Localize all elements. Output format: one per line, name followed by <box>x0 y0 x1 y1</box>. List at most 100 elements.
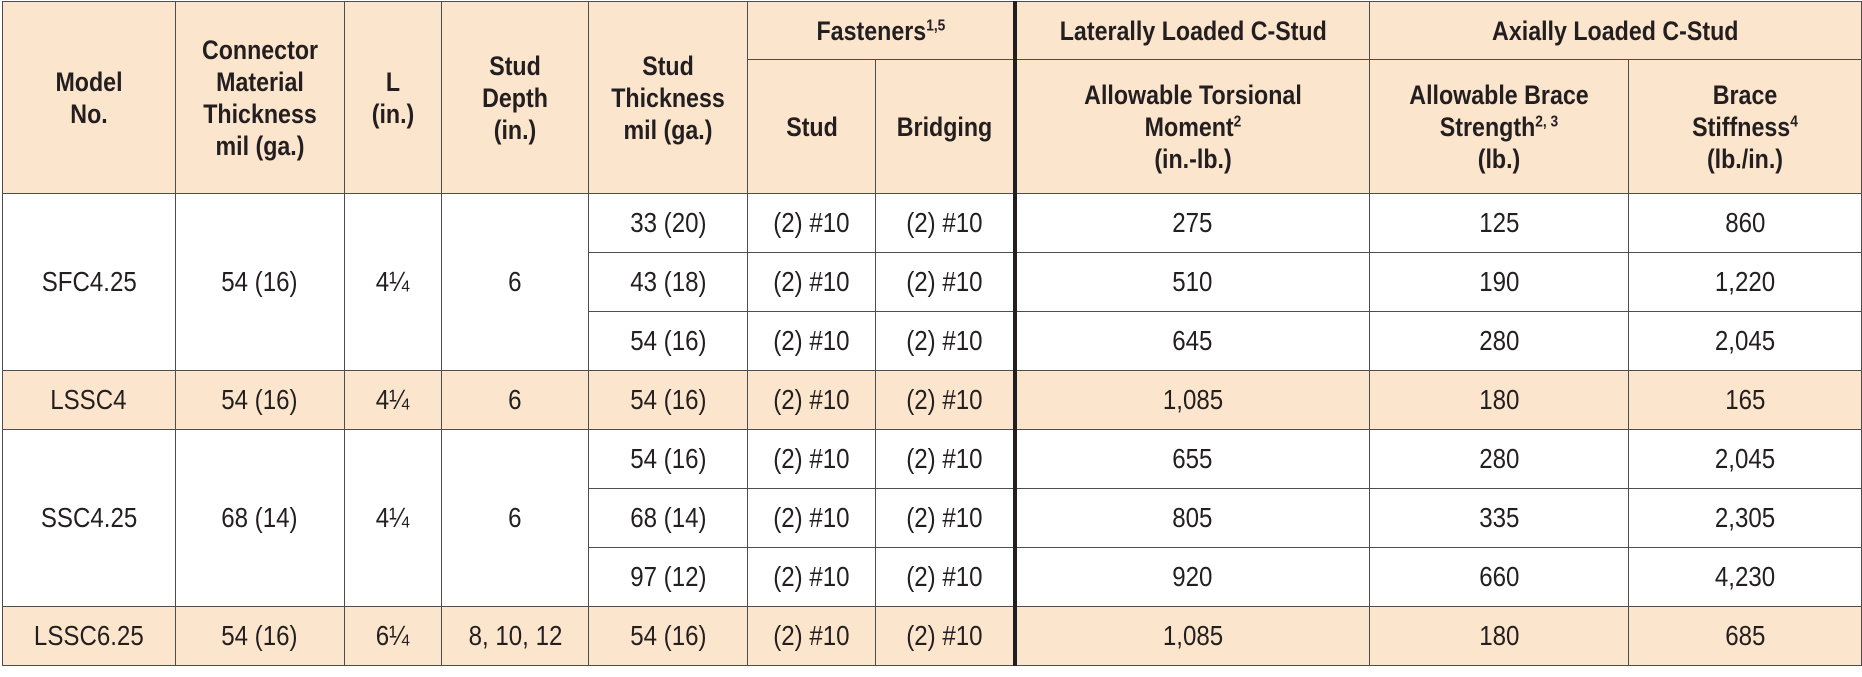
cell-stud-depth: 6 <box>440 370 590 430</box>
cell-stud-thickness-value: 54 (16) <box>630 325 707 356</box>
cell-connector-thickness: 68 (14) <box>174 429 345 607</box>
cell-fastener-bridging-value: (2) #10 <box>906 443 983 474</box>
header-axially-loaded: Axially Loaded C-Stud <box>1368 1 1862 60</box>
cell-torsional-moment-value: 1,085 <box>1162 620 1223 651</box>
cell-brace-strength: 280 <box>1368 429 1629 489</box>
header-brace-stiffness: Brace Stiffness4 (lb./in.) <box>1627 59 1862 194</box>
cell-brace-stiffness: 860 <box>1627 193 1862 253</box>
header-stud-depth-label: Stud Depth (in.) <box>482 50 549 145</box>
cell-brace-stiffness: 2,045 <box>1627 311 1862 371</box>
cell-length-value: 6¼ <box>376 620 410 651</box>
cell-torsional-moment-value: 805 <box>1172 502 1213 533</box>
cell-torsional-moment: 655 <box>1012 429 1370 489</box>
header-stud-thickness-label: Stud Thickness mil (ga.) <box>611 50 726 145</box>
cell-fastener-bridging: (2) #10 <box>874 547 1016 607</box>
cell-connector-thickness-value: 68 (14) <box>221 502 298 533</box>
cell-fastener-stud: (2) #10 <box>747 370 876 430</box>
header-stud: Stud <box>747 59 876 194</box>
cell-fastener-stud-value: (2) #10 <box>773 325 850 356</box>
cell-brace-strength-value: 335 <box>1478 502 1519 533</box>
cell-stud-thickness-value: 43 (18) <box>630 266 707 297</box>
cell-fastener-stud: (2) #10 <box>747 429 876 489</box>
header-stud-label: Stud <box>785 111 838 142</box>
cell-torsional-moment: 805 <box>1012 488 1370 548</box>
cell-brace-strength-value: 660 <box>1478 561 1519 592</box>
cell-brace-strength-value: 125 <box>1478 207 1519 238</box>
table-row: SSC4.25 68 (14) 4¼ 6 54 (16) (2) #10 (2) #10 65… <box>2 429 1862 607</box>
cell-brace-stiffness: 165 <box>1627 370 1862 430</box>
table-row: LSSC6.25 54 (16) 6¼ 8, 10, 12 54 (16) (2) #10… <box>2 606 1862 666</box>
cell-connector-thickness-value: 54 (16) <box>221 620 298 651</box>
cell-stud-depth-value: 8, 10, 12 <box>468 620 563 651</box>
cell-stud-thickness: 54 (16) <box>588 606 749 666</box>
brace-stiffness-text: Brace Stiffness <box>1692 79 1791 142</box>
header-stud-depth: Stud Depth (in.) <box>440 1 590 194</box>
cell-fastener-bridging-value: (2) #10 <box>906 561 983 592</box>
cell-fastener-stud: (2) #10 <box>747 606 876 666</box>
cell-fastener-bridging: (2) #10 <box>874 193 1016 253</box>
cell-fastener-stud: (2) #10 <box>747 252 876 312</box>
cell-length: 4¼ <box>343 193 442 371</box>
cell-brace-strength: 190 <box>1368 252 1629 312</box>
header-torsional-label: Allowable Torsional Moment2 (in.-lb.) <box>1051 79 1335 175</box>
cell-torsional-moment-value: 655 <box>1172 443 1213 474</box>
cell-stud-thickness: 54 (16) <box>588 311 749 371</box>
brace-strength-footnote: 2, 3 <box>1535 112 1559 130</box>
brace-stiffness-footnote: 4 <box>1790 112 1798 130</box>
cell-length: 4¼ <box>343 429 442 607</box>
cell-fastener-bridging: (2) #10 <box>874 370 1016 430</box>
cell-brace-strength: 335 <box>1368 488 1629 548</box>
cell-stud-depth-value: 6 <box>508 266 522 297</box>
cell-stud-depth: 6 <box>440 429 590 607</box>
brace-strength-text: Allowable Brace Strength <box>1409 79 1589 142</box>
cell-brace-stiffness-value: 2,045 <box>1714 325 1776 356</box>
cell-brace-stiffness: 1,220 <box>1627 252 1862 312</box>
cell-torsional-moment: 1,085 <box>1012 370 1370 430</box>
cell-fastener-stud-value: (2) #10 <box>773 384 850 415</box>
header-model: Model No. <box>2 1 176 194</box>
header-laterally-label: Laterally Loaded C-Stud <box>1059 15 1327 46</box>
header-length: L (in.) <box>343 1 442 194</box>
cell-brace-stiffness: 685 <box>1627 606 1862 666</box>
cell-connector-thickness: 54 (16) <box>174 193 345 371</box>
cell-brace-strength-value: 280 <box>1478 325 1519 356</box>
torsional-text: Allowable Torsional Moment <box>1083 79 1302 142</box>
cell-brace-stiffness-value: 2,045 <box>1714 443 1776 474</box>
cell-brace-strength: 660 <box>1368 547 1629 607</box>
fasteners-footnote: 1,5 <box>925 16 945 34</box>
cell-brace-stiffness: 2,305 <box>1627 488 1862 548</box>
header-brace-stiffness-label: Brace Stiffness4 (lb./in.) <box>1680 79 1809 175</box>
cell-model-value: SFC4.25 <box>41 266 137 297</box>
cell-stud-thickness: 54 (16) <box>588 429 749 489</box>
brace-strength-unit: (lb.) <box>1477 143 1521 174</box>
cell-fastener-bridging-value: (2) #10 <box>906 207 983 238</box>
cell-stud-thickness-value: 54 (16) <box>630 443 707 474</box>
cell-brace-stiffness-value: 1,220 <box>1714 266 1776 297</box>
header-brace-strength: Allowable Brace Strength2, 3 (lb.) <box>1368 59 1629 194</box>
header-torsional-moment: Allowable Torsional Moment2 (in.-lb.) <box>1012 59 1370 194</box>
cell-fastener-bridging: (2) #10 <box>874 606 1016 666</box>
header-brace-strength-label: Allowable Brace Strength2, 3 (lb.) <box>1391 79 1606 175</box>
cell-model: SFC4.25 <box>2 193 176 371</box>
cell-fastener-bridging: (2) #10 <box>874 252 1016 312</box>
cell-fastener-bridging: (2) #10 <box>874 311 1016 371</box>
cell-torsional-moment: 1,085 <box>1012 606 1370 666</box>
cell-brace-strength-value: 280 <box>1478 443 1519 474</box>
cell-brace-stiffness-value: 2,305 <box>1714 502 1776 533</box>
cell-brace-strength-value: 190 <box>1478 266 1519 297</box>
header-connector-label: Connector Material Thickness mil (ga.) <box>201 34 318 161</box>
cell-model: SSC4.25 <box>2 429 176 607</box>
cell-brace-stiffness-value: 685 <box>1724 620 1766 651</box>
torsional-footnote: 2 <box>1233 112 1242 130</box>
header-fasteners-label: Fasteners1,5 <box>816 15 945 47</box>
table-body: SFC4.25 54 (16) 4¼ 6 33 (20) (2) #10 (2) #10 27… <box>2 193 1862 666</box>
header-connector-thickness: Connector Material Thickness mil (ga.) <box>174 1 345 194</box>
cell-brace-strength: 180 <box>1368 370 1629 430</box>
cell-stud-thickness: 33 (20) <box>588 193 749 253</box>
header-bridging-label: Bridging <box>896 111 993 142</box>
table-row: SFC4.25 54 (16) 4¼ 6 33 (20) (2) #10 (2) #10 27… <box>2 193 1862 371</box>
cell-brace-strength: 125 <box>1368 193 1629 253</box>
cell-stud-depth-value: 6 <box>508 502 522 533</box>
cell-fastener-bridging-value: (2) #10 <box>906 266 983 297</box>
